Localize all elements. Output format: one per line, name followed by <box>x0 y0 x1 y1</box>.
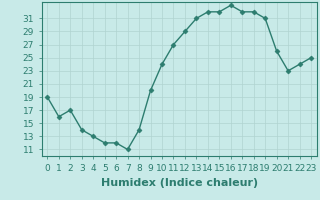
X-axis label: Humidex (Indice chaleur): Humidex (Indice chaleur) <box>100 178 258 188</box>
